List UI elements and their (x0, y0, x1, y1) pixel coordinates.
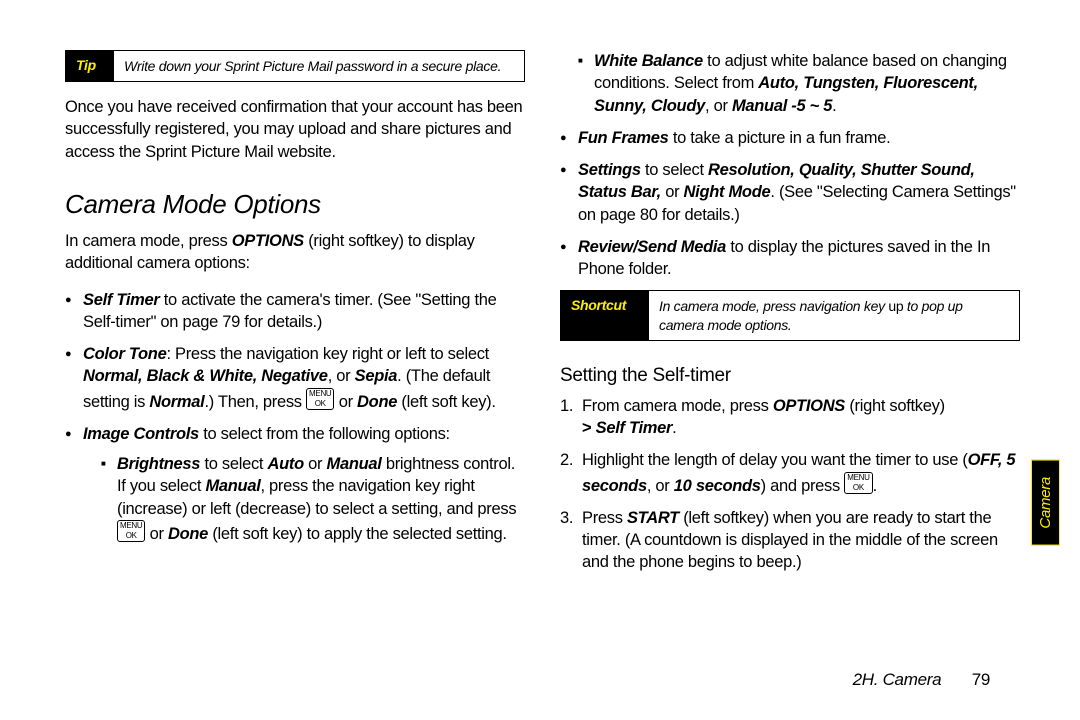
bullet-settings: Settings to select Resolution, Quality, … (560, 159, 1020, 226)
text: to select from the following options: (199, 425, 450, 443)
text: START (627, 509, 679, 527)
text: Auto (268, 455, 304, 473)
tip-label: Tip (66, 51, 114, 81)
text: Done (357, 393, 397, 411)
bullet-color-tone: Color Tone: Press the navigation key rig… (65, 343, 525, 413)
text: to take a picture in a fun frame. (669, 129, 891, 147)
step-3: 3. Press START (left softkey) when you a… (560, 507, 1020, 574)
gt-icon: > (582, 419, 591, 437)
label: Self Timer (83, 291, 159, 309)
label: Review/Send Media (578, 238, 726, 256)
text: In camera mode, press navigation key (659, 298, 888, 314)
bullet-review-send: Review/Send Media to display the picture… (560, 236, 1020, 281)
tip-text: Write down your Sprint Picture Mail pass… (114, 51, 524, 81)
step-1: 1. From camera mode, press OPTIONS (righ… (560, 395, 1020, 440)
text: to select (200, 455, 267, 473)
page: Tip Write down your Sprint Picture Mail … (0, 0, 1080, 720)
nav-up: up (888, 298, 903, 314)
text: Night Mode (684, 183, 771, 201)
side-tab-camera: Camera (1031, 460, 1060, 546)
text: (left soft key) to apply the selected se… (208, 525, 507, 543)
text: or (145, 525, 168, 543)
text: Manual (205, 477, 260, 495)
self-timer-steps: 1. From camera mode, press OPTIONS (righ… (560, 395, 1020, 584)
bullet-image-controls: Image Controls to select from the follow… (65, 423, 525, 545)
image-controls-sublist: Brightness to select Auto or Manual brig… (83, 453, 525, 545)
step-number: 3. (560, 507, 573, 529)
step-number: 2. (560, 449, 573, 471)
text: ) and press (761, 477, 845, 495)
label: Brightness (117, 455, 200, 473)
subheading-self-timer: Setting the Self-timer (560, 365, 1020, 387)
text: (right softkey) (845, 397, 945, 415)
page-footer: 2H. Camera 79 (853, 670, 990, 690)
text: Manual -5 ~ 5 (732, 97, 832, 115)
text: , or (705, 97, 732, 115)
right-column: White Balance to adjust white balance ba… (560, 50, 1020, 680)
text: OPTIONS (773, 397, 845, 415)
text: Done (168, 525, 208, 543)
text: Normal (149, 393, 204, 411)
text: In camera mode, press (65, 232, 232, 250)
image-controls-sublist-cont: White Balance to adjust white balance ba… (560, 50, 1020, 127)
text: From camera mode, press (582, 397, 773, 415)
step-2: 2. Highlight the length of delay you wan… (560, 449, 1020, 497)
text: Manual (327, 455, 382, 473)
text: (left soft key). (397, 393, 496, 411)
text: Self Timer (591, 419, 672, 437)
text: . (832, 97, 836, 115)
menu-ok-key-icon: MENUOK (306, 388, 334, 410)
text: to select (641, 161, 708, 179)
shortcut-text: In camera mode, press navigation key up … (649, 291, 1019, 339)
label: Color Tone (83, 345, 166, 363)
left-column: Tip Write down your Sprint Picture Mail … (65, 50, 525, 680)
label: White Balance (594, 52, 703, 70)
text: or (661, 183, 684, 201)
text: or (304, 455, 327, 473)
label: Settings (578, 161, 641, 179)
menu-ok-key-icon: MENUOK (844, 472, 872, 494)
shortcut-label: Shortcut (561, 291, 649, 339)
shortcut-box: Shortcut In camera mode, press navigatio… (560, 290, 1020, 340)
label: Fun Frames (578, 129, 669, 147)
footer-section-name: 2H. Camera (853, 670, 942, 689)
heading-camera-mode-options: Camera Mode Options (65, 189, 525, 220)
menu-ok-key-icon: MENUOK (117, 520, 145, 542)
text: , or (647, 477, 674, 495)
text: 10 seconds (674, 477, 761, 495)
label: Image Controls (83, 425, 199, 443)
text: or (334, 393, 357, 411)
text: . (672, 419, 676, 437)
sub-white-balance: White Balance to adjust white balance ba… (560, 50, 1020, 117)
options-bullets-cont: Fun Frames to take a picture in a fun fr… (560, 127, 1020, 291)
text: Highlight the length of delay you want t… (582, 451, 968, 469)
options-bullets: Self Timer to activate the camera's time… (65, 289, 525, 556)
bullet-self-timer: Self Timer to activate the camera's time… (65, 289, 525, 334)
intro-paragraph: Once you have received confirmation that… (65, 96, 525, 163)
footer-page-number: 79 (972, 670, 990, 689)
text: Normal, Black & White, Negative (83, 367, 328, 385)
text: Press (582, 509, 627, 527)
bullet-fun-frames: Fun Frames to take a picture in a fun fr… (560, 127, 1020, 149)
sub-brightness: Brightness to select Auto or Manual brig… (83, 453, 525, 545)
text: : Press the navigation key right or left… (166, 345, 489, 363)
text: . (873, 477, 877, 495)
step-number: 1. (560, 395, 573, 417)
text: , or (328, 367, 355, 385)
options-intro: In camera mode, press OPTIONS (right sof… (65, 230, 525, 275)
text: .) Then, press (204, 393, 306, 411)
tip-box: Tip Write down your Sprint Picture Mail … (65, 50, 525, 82)
text: Sepia (355, 367, 398, 385)
options-key: OPTIONS (232, 232, 304, 250)
